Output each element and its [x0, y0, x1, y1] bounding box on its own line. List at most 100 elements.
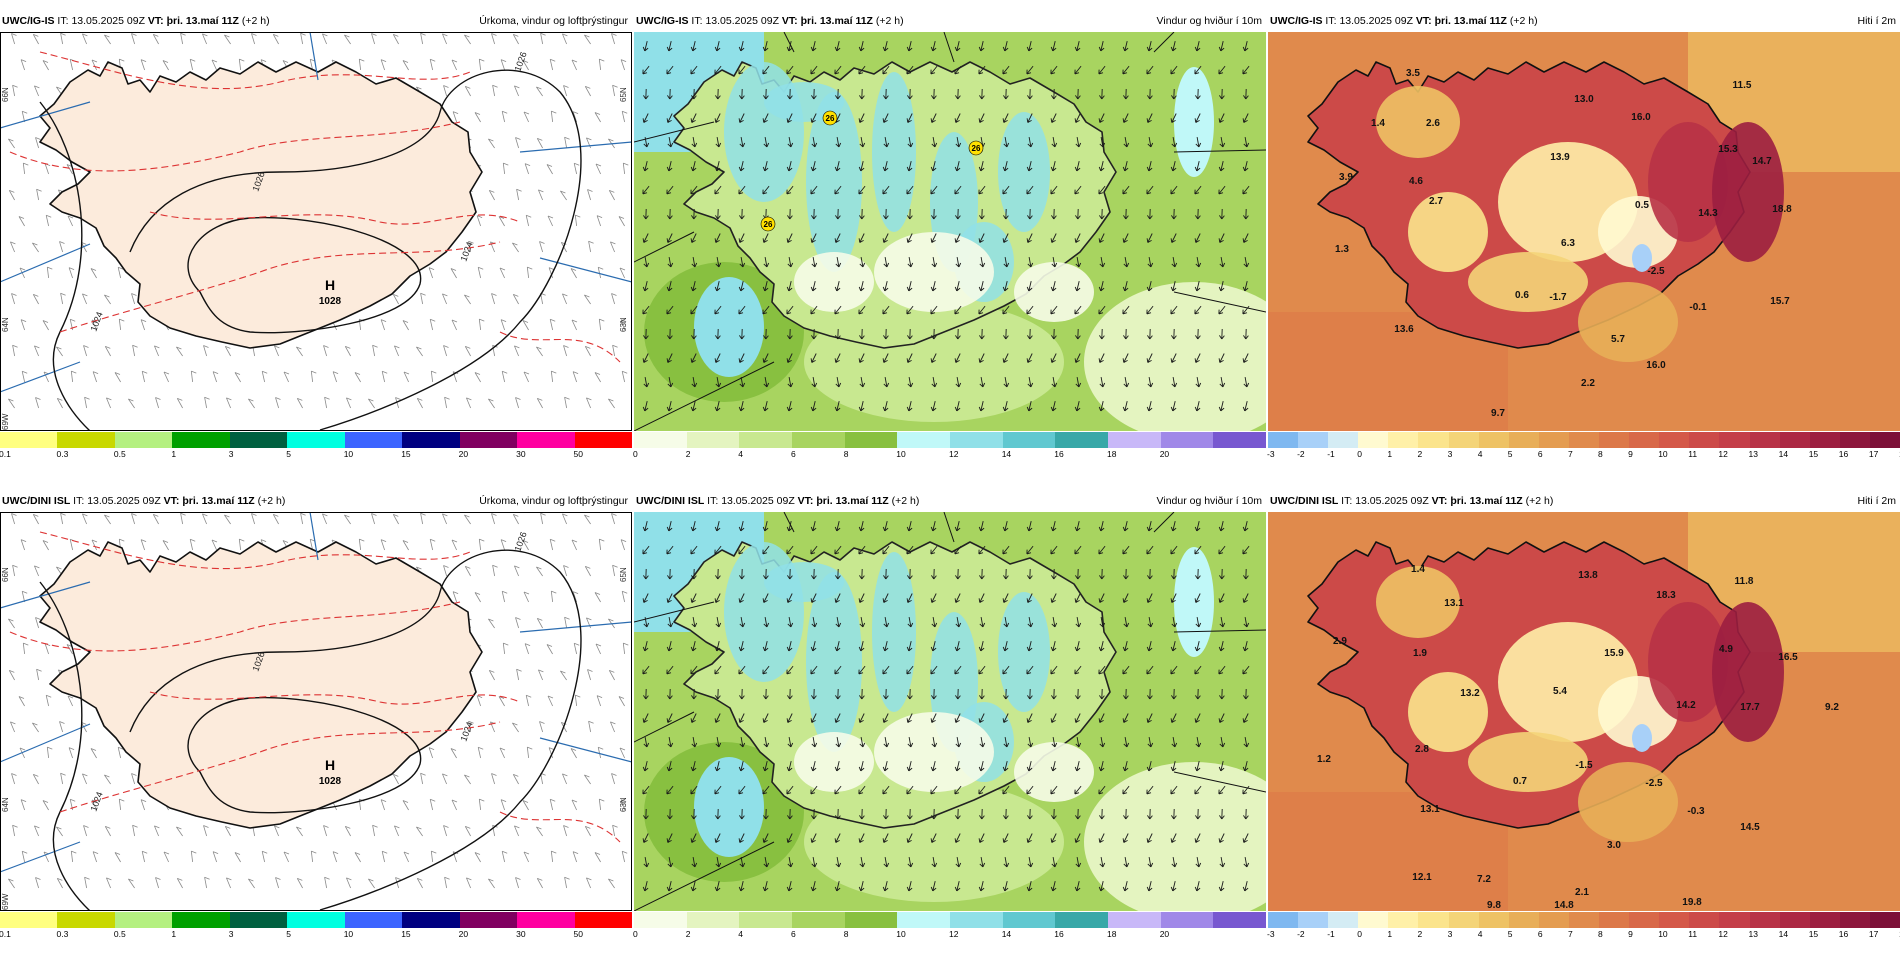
temperature-label: -1.7 [1549, 292, 1567, 303]
colorbar-swatch [1055, 432, 1108, 448]
init-time: 13.05.2025 09Z [721, 495, 795, 507]
colorbar-swatch [1870, 432, 1900, 448]
colorbar-tick: 16 [1054, 449, 1063, 459]
temperature-label: 18.3 [1656, 590, 1676, 601]
colorbar-tick: 50 [574, 929, 583, 939]
temperature-label: 6.3 [1561, 238, 1575, 249]
temperature-label: 1.2 [1317, 754, 1331, 765]
colorbar-swatch [1780, 912, 1810, 928]
colorbar-swatch [1108, 912, 1161, 928]
latitude-label: 69W [1, 413, 10, 430]
model-name: UWC/DINI ISL [1270, 495, 1338, 507]
colorbar-tick: 10 [896, 449, 905, 459]
colorbar-swatch [115, 912, 172, 928]
colorbar-swatch [950, 432, 1003, 448]
temperature-label: 2.6 [1426, 118, 1440, 129]
colorbar-swatch [172, 432, 229, 448]
temperature-label: 9.8 [1487, 900, 1501, 911]
sea-patch [694, 757, 764, 857]
temperature-label: 13.6 [1394, 324, 1414, 335]
high-pressure-value: 1028 [319, 296, 342, 307]
colorbar-tick: 30 [516, 929, 525, 939]
colorbar-tick: 0 [1357, 449, 1362, 459]
lead-time: (+2 h) [242, 15, 270, 27]
forecast-info: UWC/IG-IS IT: 13.05.2025 09Z VT: þri. 13… [2, 10, 270, 32]
map-area [634, 512, 1266, 911]
temperature-label: 11.5 [1733, 80, 1752, 91]
temperature-label: 16.5 [1778, 652, 1798, 663]
it-label: IT: [1325, 15, 1336, 27]
colorbar-swatch [1055, 912, 1108, 928]
colorbar-tick: 0 [633, 929, 638, 939]
it-label: IT: [57, 15, 68, 27]
temperature-label: 13.8 [1578, 570, 1598, 581]
colorbar-tick: 50 [574, 449, 583, 459]
vt-label: VT: [148, 15, 164, 27]
temperature-label: 13.0 [1574, 94, 1594, 105]
colorbar-tick: 17 [1869, 449, 1878, 459]
temperature-label: 15.9 [1604, 648, 1624, 659]
temperature-label: 17.7 [1740, 702, 1760, 713]
init-time: 13.05.2025 09Z [1339, 15, 1413, 27]
colorbar-swatch [287, 912, 344, 928]
lead-time: (+2 h) [876, 15, 904, 27]
panel-header: UWC/DINI ISL IT: 13.05.2025 09Z VT: þri.… [634, 490, 1266, 512]
colorbar-swatch [115, 432, 172, 448]
colorbar-tick: 20 [1160, 929, 1169, 939]
colorbar-tick: 10 [1658, 449, 1667, 459]
valid-time: þri. 13.maí 11Z [1450, 495, 1522, 507]
temperature-label: 5.4 [1553, 686, 1567, 697]
temperature-label: 16.0 [1646, 360, 1666, 371]
colorbar-swatch [1719, 912, 1749, 928]
lead-time: (+2 h) [892, 495, 920, 507]
colorbar-swatch [57, 912, 114, 928]
colorbar-swatch [345, 912, 402, 928]
latitude-label: 63N [619, 317, 628, 332]
colorbar-swatch [1268, 912, 1298, 928]
colorbar-swatch [1358, 432, 1388, 448]
temperature-label: 14.3 [1698, 208, 1718, 219]
panel-header: UWC/IG-IS IT: 13.05.2025 09Z VT: þri. 13… [1268, 10, 1900, 32]
colorbar-tick: -2 [1297, 929, 1305, 939]
colorbar-swatch [172, 912, 229, 928]
colorbar [634, 432, 1266, 448]
colorbar-swatch [634, 912, 687, 928]
latitude-label: 66N [1, 567, 10, 582]
colorbar-swatch [57, 432, 114, 448]
colorbar-swatch [1750, 432, 1780, 448]
colorbar-tick: 2 [1418, 449, 1423, 459]
model-name: UWC/IG-IS [636, 15, 689, 27]
valid-time: þri. 13.maí 11Z [1435, 15, 1507, 27]
colorbar-tick: 11 [1688, 449, 1697, 459]
temperature-label: 18.8 [1772, 204, 1792, 215]
init-time: 13.05.2025 09Z [1355, 495, 1429, 507]
vt-label: VT: [782, 15, 798, 27]
colorbar-swatch [1268, 432, 1298, 448]
colorbar-tick: 9 [1628, 449, 1633, 459]
temperature-label: -0.3 [1687, 806, 1705, 817]
colorbar-tick: 0 [1357, 929, 1362, 939]
vt-label: VT: [1416, 15, 1432, 27]
model-name: UWC/DINI ISL [2, 495, 70, 507]
sea-patch [694, 277, 764, 377]
colorbar-swatch [517, 432, 574, 448]
colorbar-swatch [575, 432, 632, 448]
colorbar-swatch [1449, 912, 1479, 928]
panel-title: Hiti í 2m [1857, 490, 1896, 512]
colorbar-swatch [1003, 432, 1056, 448]
colorbar-swatch [845, 432, 898, 448]
colorbar-swatch [1870, 912, 1900, 928]
colorbar-tick: 12 [1718, 929, 1727, 939]
colorbar-tick: 14 [1002, 449, 1011, 459]
colorbar-swatch [230, 432, 287, 448]
colorbar-tick: 15 [401, 929, 410, 939]
temperature-label: 3.9 [1339, 172, 1353, 183]
valid-time: þri. 13.maí 11Z [816, 495, 888, 507]
high-pressure-symbol: H [325, 757, 335, 773]
lead-time: (+2 h) [258, 495, 286, 507]
colorbar-swatch [1599, 912, 1629, 928]
colorbar-swatch [287, 432, 344, 448]
